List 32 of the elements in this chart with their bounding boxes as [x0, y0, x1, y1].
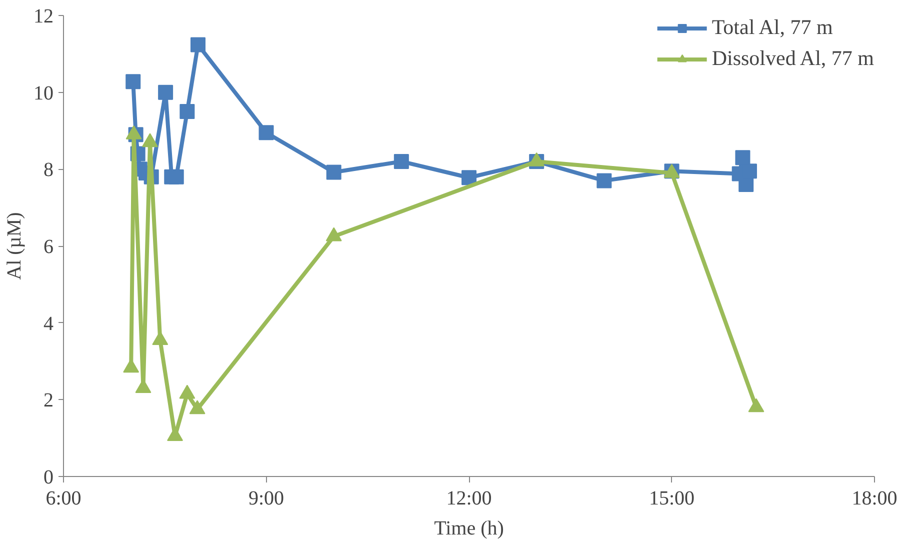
point — [326, 164, 342, 180]
y-axis-title: Al (µM) — [4, 212, 26, 280]
x-tick-label: 12:00 — [446, 488, 492, 510]
y-tick-label: 0 — [44, 466, 54, 488]
point — [258, 125, 274, 140]
point — [596, 173, 612, 188]
y-tick-label: 6 — [44, 236, 54, 258]
point — [326, 227, 342, 242]
point — [126, 74, 141, 90]
point — [394, 154, 409, 169]
legend-label: Dissolved Al, 77 m — [712, 46, 874, 71]
point — [462, 170, 476, 186]
y-tick-label: 8 — [44, 159, 54, 182]
point — [735, 150, 750, 166]
point — [180, 104, 195, 120]
y-tick-label: 12 — [34, 6, 54, 28]
point — [158, 84, 174, 100]
x-tick-label: 18:00 — [852, 488, 898, 510]
point — [168, 169, 184, 184]
x-tick-label: 9:00 — [248, 488, 284, 510]
point — [748, 398, 764, 412]
point — [179, 384, 196, 399]
legend-label: Total Al, 77 m — [712, 15, 833, 40]
y-tick-label: 4 — [44, 312, 54, 335]
x-tick-label: 6:00 — [46, 488, 82, 510]
point — [189, 400, 206, 414]
point — [738, 177, 754, 192]
y-tick-label: 10 — [34, 82, 54, 104]
y-tick-label: 2 — [44, 390, 54, 412]
x-tick-label: 15:00 — [648, 488, 695, 510]
point — [190, 37, 206, 52]
x-axis-title: Time (h) — [434, 518, 504, 540]
